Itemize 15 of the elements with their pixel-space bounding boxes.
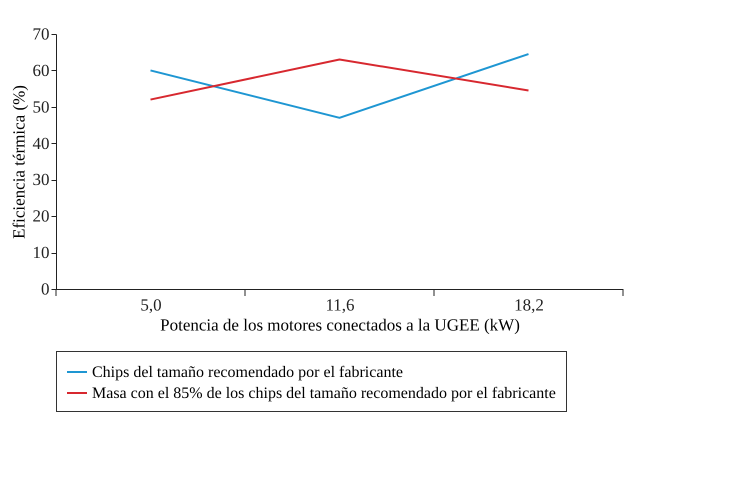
- y-tick-label: 30: [32, 170, 50, 190]
- x-tick-label: 5,0: [140, 296, 162, 314]
- y-tick-label: 10: [32, 243, 50, 262]
- y-tick-label: 50: [32, 97, 50, 116]
- x-tick-label: 18,2: [514, 296, 544, 314]
- y-tick-label: 40: [32, 134, 50, 153]
- x-axis-title: Potencia de los motores conectados a la UGEE (kW): [160, 316, 520, 334]
- x-tick-label: 11,6: [325, 296, 355, 314]
- y-tick-label: 70: [32, 24, 50, 44]
- legend-label: Chips del tamaño recomendado por el fabricante: [92, 364, 403, 381]
- y-tick-label: 60: [32, 60, 50, 80]
- y-axis-title: Eficiencia térmica (%): [10, 85, 28, 239]
- y-tick-label: 20: [32, 206, 50, 226]
- y-tick-label: 0: [41, 280, 50, 298]
- legend-label: Masa con el 85% de los chips del tamaño recomendado por el fabricante: [92, 385, 556, 402]
